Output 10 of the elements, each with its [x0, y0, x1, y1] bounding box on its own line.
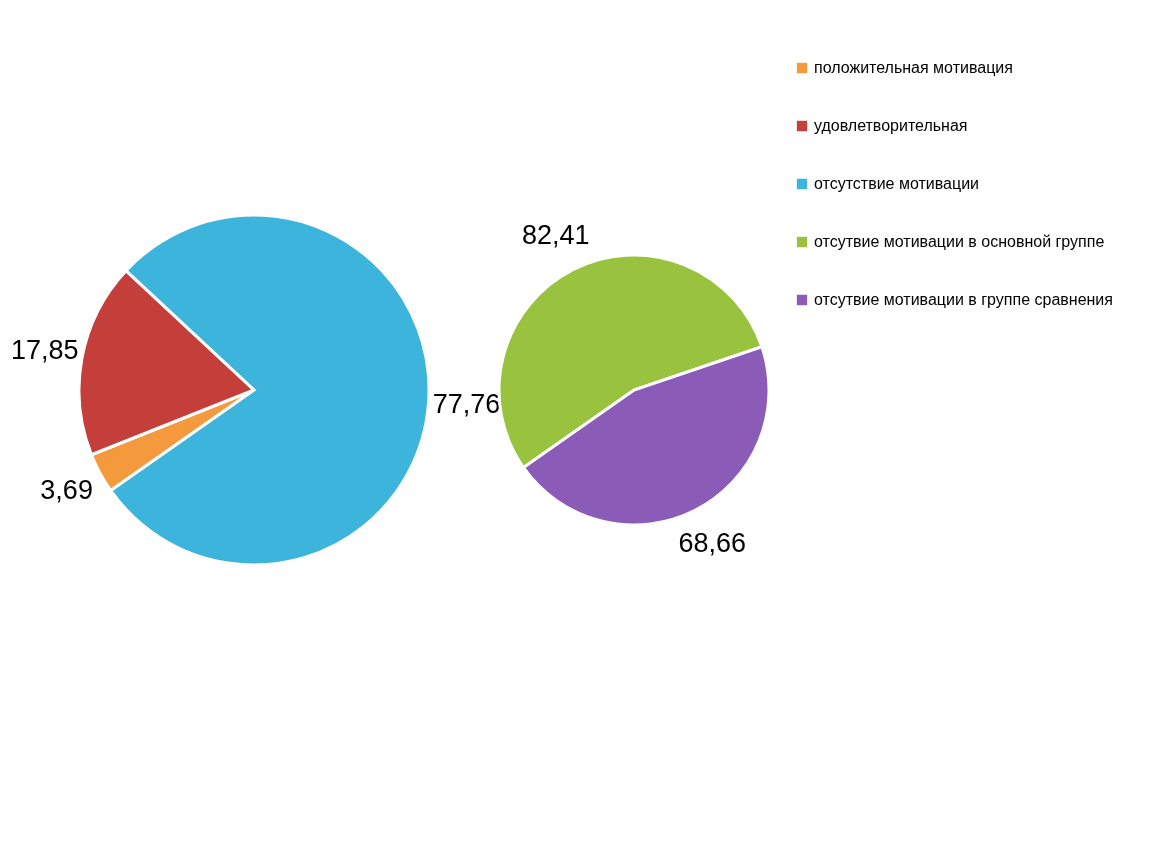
legend-label: удовлетворительная	[814, 117, 968, 134]
data-label: 68,66	[678, 528, 747, 559]
legend-label: отсутвие мотивации в основной группе	[814, 233, 1105, 250]
data-label: 82,41	[521, 219, 590, 250]
legend-label: отсутвие мотивации в группе сравнения	[814, 291, 1113, 308]
data-label: 3,69	[40, 475, 93, 506]
legend-label: отсутствие мотивации	[814, 175, 980, 192]
legend-label: положительная мотивация	[814, 59, 1013, 76]
data-label: 77,76	[432, 388, 501, 419]
data-label: 17,85	[10, 334, 79, 365]
